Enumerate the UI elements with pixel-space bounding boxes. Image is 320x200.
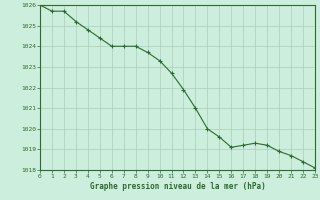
- X-axis label: Graphe pression niveau de la mer (hPa): Graphe pression niveau de la mer (hPa): [90, 182, 265, 191]
